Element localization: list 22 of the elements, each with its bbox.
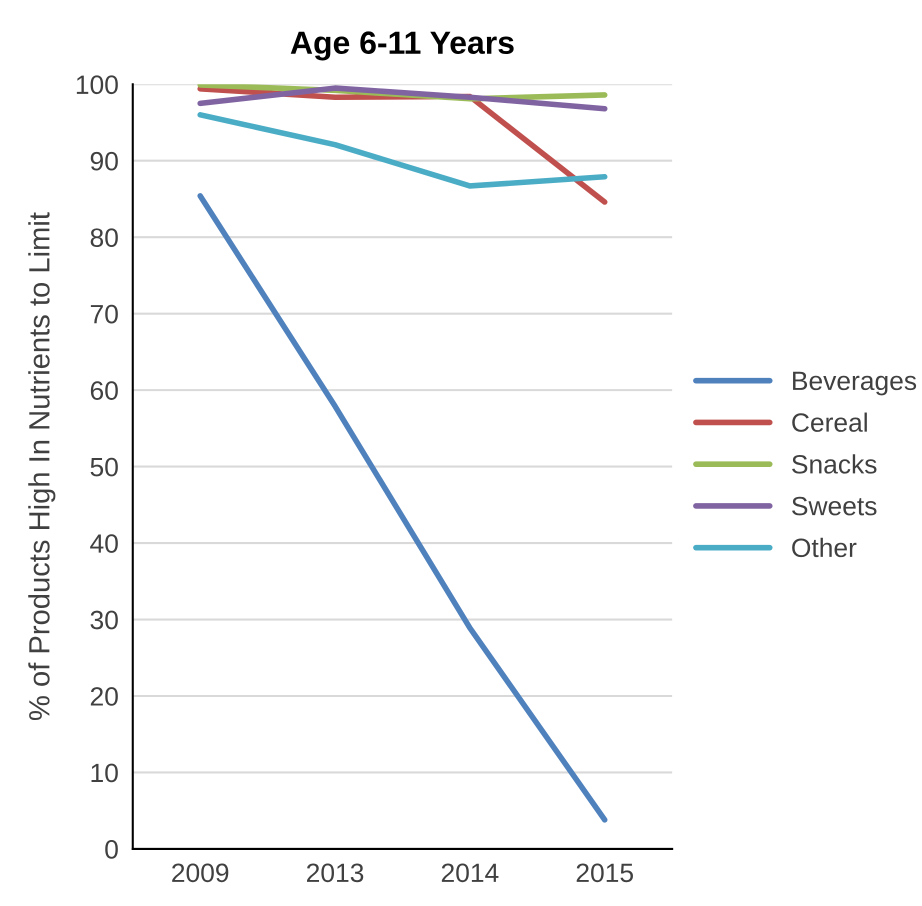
y-tick-label: 30: [90, 610, 118, 630]
legend-label: Beverages: [793, 372, 916, 396]
y-tick-label: 70: [90, 304, 118, 324]
y-tick-label: 0: [105, 840, 118, 859]
y-tick-label: 100: [76, 75, 118, 94]
chart-title: Age 6-11 Years: [290, 31, 514, 60]
legend-label: Cereal: [792, 412, 867, 432]
y-tick-label: 40: [90, 534, 118, 553]
x-tick-label: 2015: [576, 864, 633, 882]
y-tick-label: 90: [90, 152, 118, 171]
y-axis-title: % of Products High In Nutrients to Limit: [28, 212, 56, 720]
x-tick-label: 2014: [442, 864, 498, 882]
y-tick-label: 60: [90, 381, 118, 400]
y-tick-label: 50: [90, 458, 118, 476]
legend-label: Snacks: [792, 454, 876, 474]
y-tick-label: 20: [90, 687, 118, 706]
y-tick-label: 80: [90, 228, 118, 248]
legend-label: Other: [792, 538, 856, 558]
x-tick-label: 2013: [307, 864, 364, 882]
x-tick-label: 2009: [172, 864, 228, 882]
y-tick-label: 10: [92, 764, 118, 782]
legend-label: Sweets: [792, 496, 876, 516]
